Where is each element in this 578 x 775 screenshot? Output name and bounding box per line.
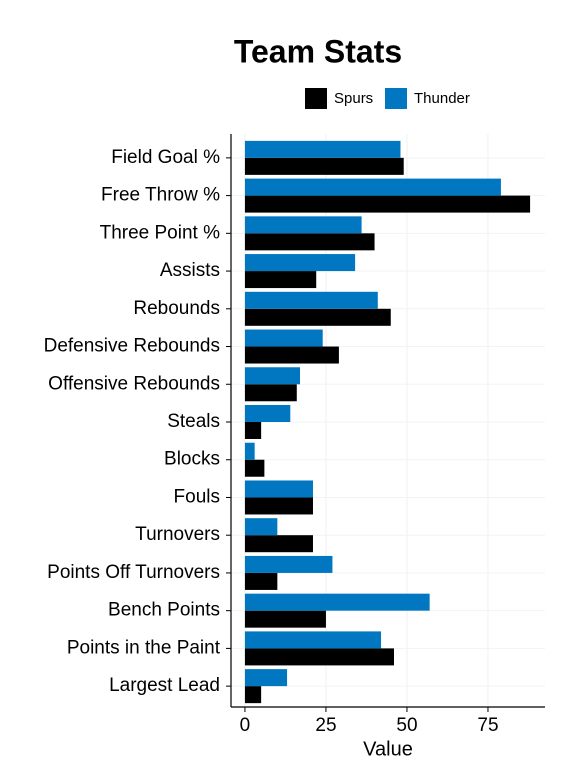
bar [244, 195, 531, 213]
y-tick-label: Free Throw % [101, 185, 220, 206]
x-tick-label: 25 [315, 715, 336, 736]
legend-swatch [305, 88, 327, 109]
bar [244, 254, 356, 272]
bar [244, 610, 326, 628]
x-tick-label: 0 [240, 715, 251, 736]
bar [244, 555, 333, 573]
y-tick-label: Defensive Rebounds [44, 336, 220, 357]
bar [244, 384, 297, 402]
y-tick-label: Largest Lead [109, 675, 220, 696]
y-tick-label: Three Point % [100, 222, 220, 243]
y-tick-label: Field Goal % [111, 147, 220, 168]
bar [244, 405, 291, 422]
x-tick-label: 75 [477, 715, 498, 736]
bar [244, 178, 501, 196]
bar [244, 216, 362, 234]
legend-label: Spurs [334, 90, 373, 107]
bar [244, 572, 278, 590]
bar [244, 308, 391, 326]
bar [244, 442, 255, 460]
chart-title: Team Stats [234, 33, 402, 69]
bar [244, 422, 262, 439]
y-tick-label: Points in the Paint [67, 637, 221, 658]
bar [244, 686, 262, 704]
bar [244, 367, 301, 385]
y-tick-label: Bench Points [108, 600, 220, 621]
y-tick-label: Turnovers [135, 524, 220, 545]
legend-swatch [385, 88, 407, 109]
bar [244, 157, 404, 175]
bar [244, 233, 375, 251]
x-axis-label: Value [363, 738, 413, 760]
y-tick-label: Offensive Rebounds [48, 373, 220, 394]
bar [244, 346, 339, 364]
bar [244, 631, 382, 649]
bar [244, 535, 313, 553]
bar [244, 271, 317, 289]
y-tick-label: Rebounds [133, 298, 220, 319]
bar [244, 480, 313, 498]
y-tick-label: Steals [167, 411, 220, 432]
bar [244, 291, 378, 309]
y-tick-label: Blocks [164, 449, 220, 470]
bar [244, 593, 430, 611]
bar [244, 669, 288, 687]
bar [244, 648, 394, 666]
legend-label: Thunder [414, 90, 470, 107]
bar [244, 140, 401, 158]
bar [244, 459, 265, 477]
bar [244, 497, 313, 515]
bar [244, 518, 278, 536]
y-tick-label: Fouls [174, 486, 220, 507]
y-tick-label: Assists [160, 260, 220, 281]
bar [244, 329, 323, 347]
y-tick-label: Points Off Turnovers [47, 562, 220, 583]
x-tick-label: 50 [396, 715, 417, 736]
